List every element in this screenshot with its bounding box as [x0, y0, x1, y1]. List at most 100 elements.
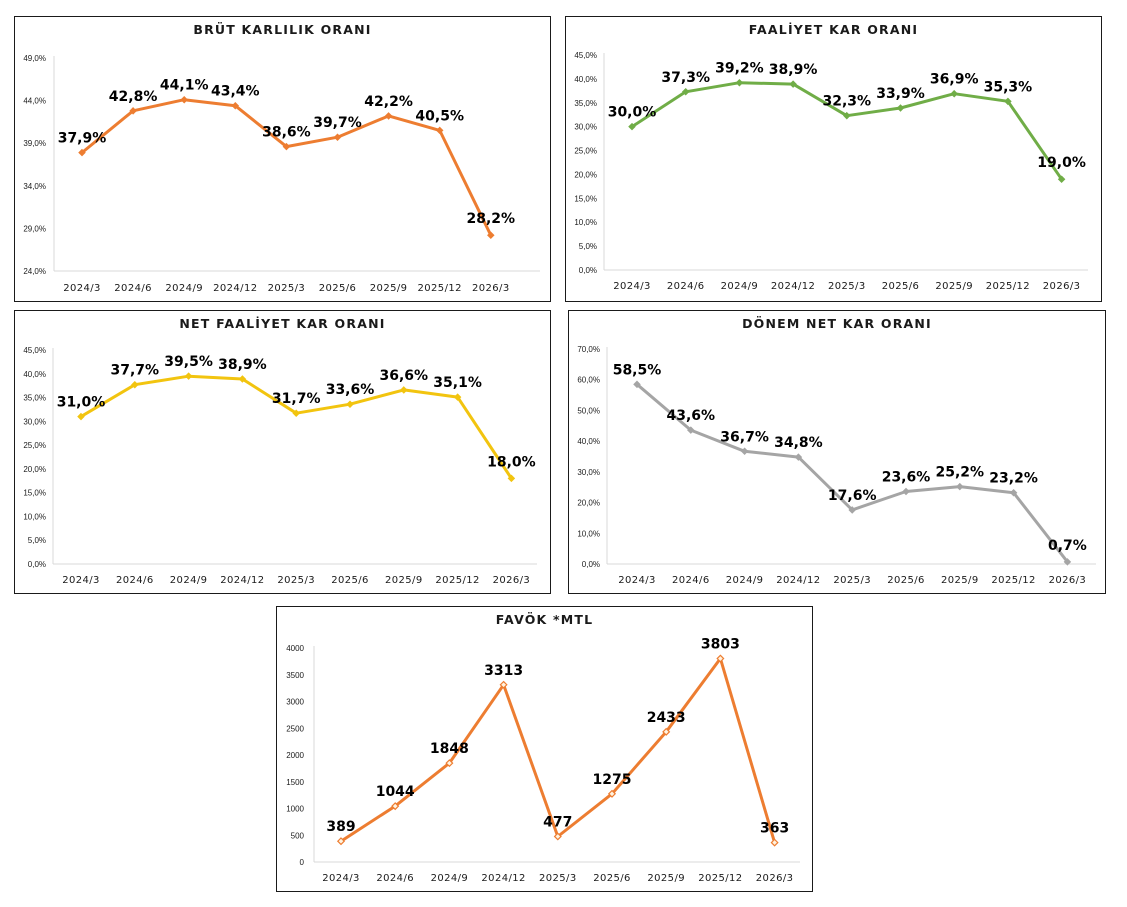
gross-margin-data-label: 28,2% — [467, 211, 516, 227]
gross-margin-data-label: 44,1% — [160, 78, 209, 94]
gross-margin-data-point — [231, 101, 240, 110]
net-profit-margin-data-label: 34,8% — [774, 435, 823, 451]
net-operating-margin-chart-title: NET FAALİYET KAR ORANI — [179, 316, 385, 331]
operating-margin-data-point — [681, 88, 690, 96]
net-operating-margin-y-tick-label: 5,0% — [28, 536, 46, 545]
net-operating-margin-x-tick-label: 2024/9 — [170, 575, 208, 586]
operating-margin-data-label: 36,9% — [930, 72, 979, 88]
operating-margin-x-tick-label: 2025/12 — [986, 281, 1030, 292]
net-profit-margin-x-tick-label: 2024/3 — [618, 575, 656, 586]
net-operating-margin-data-point — [346, 400, 354, 408]
net-profit-margin-y-tick-label: 0,0% — [582, 560, 600, 569]
ebitda-y-tick-label: 2500 — [286, 724, 304, 733]
net-profit-margin-data-point — [794, 453, 803, 461]
gross-margin-data-point — [384, 112, 393, 120]
net-operating-margin-x-tick-label: 2026/3 — [493, 575, 531, 586]
operating-margin-y-tick-label: 45,0% — [574, 51, 597, 60]
gross-margin-chart-title: BRÜT KARLILIK ORANI — [193, 22, 371, 37]
net-operating-margin-svg: NET FAALİYET KAR ORANI 0,0% 5,0% 10,0% 15,0%… — [23, 316, 537, 586]
gross-margin-y-tick-label: 39,0% — [23, 139, 46, 148]
operating-margin-data-point — [896, 104, 905, 112]
net-operating-margin-data-label: 33,6% — [326, 382, 375, 398]
net-operating-margin-data-point — [453, 393, 462, 401]
operating-margin-data-label: 37,3% — [661, 70, 710, 86]
gross-margin-data-label: 42,8% — [109, 89, 158, 105]
operating-margin-x-tick-label: 2025/3 — [828, 281, 866, 292]
ebitda-data-label: 363 — [760, 821, 789, 837]
ebitda-x-tick-label: 2025/6 — [593, 873, 631, 884]
net-operating-margin-y-tick-label: 35,0% — [23, 394, 46, 403]
operating-margin-data-label: 19,0% — [1037, 155, 1086, 171]
operating-margin-svg: FAALİYET KAR ORANI 0,0% 5,0% 10,0% 15,0% 20,0… — [574, 22, 1088, 292]
net-operating-margin-data-label: 31,0% — [57, 395, 106, 411]
gross-margin-y-tick-label: 24,0% — [23, 267, 46, 276]
operating-margin-data-point — [789, 80, 797, 88]
ebitda-x-tick-label: 2026/3 — [756, 873, 794, 884]
net-operating-margin-x-tick-label: 2025/3 — [277, 575, 315, 586]
operating-margin-data-label: 30,0% — [608, 105, 657, 121]
operating-margin-x-tick-label: 2024/3 — [613, 281, 651, 292]
operating-margin-x-tick-label: 2025/9 — [935, 281, 973, 292]
net-profit-margin-y-tick-label: 70,0% — [577, 345, 600, 354]
net-profit-margin-data-label: 23,6% — [882, 470, 931, 486]
gross-margin-data-point — [435, 126, 444, 135]
net-profit-margin-data-point — [1009, 488, 1018, 497]
ebitda-data-label: 1275 — [593, 772, 632, 788]
gross-margin-x-tick-label: 2026/3 — [472, 283, 510, 294]
net-operating-margin-data-point — [292, 409, 300, 418]
gross-margin-data-point — [333, 133, 342, 142]
net-operating-margin-y-tick-label: 0,0% — [28, 560, 46, 569]
ebitda-data-point — [716, 654, 725, 663]
net-operating-margin-x-tick-label: 2024/6 — [116, 575, 154, 586]
net-operating-margin-data-label: 18,0% — [487, 454, 536, 470]
ebitda-y-tick-label: 1500 — [286, 778, 304, 787]
operating-margin-y-tick-label: 25,0% — [574, 147, 597, 156]
operating-margin-y-tick-label: 30,0% — [574, 123, 597, 132]
net-profit-margin-data-label: 23,2% — [989, 471, 1038, 487]
ebitda-data-point — [499, 680, 508, 689]
operating-margin-x-tick-label: 2026/3 — [1043, 281, 1081, 292]
ebitda-chart-title: FAVÖK *MTL — [496, 612, 594, 627]
net-profit-margin-data-point — [740, 447, 749, 456]
ebitda-x-tick-label: 2024/9 — [431, 873, 469, 884]
operating-margin-chart-title: FAALİYET KAR ORANI — [749, 22, 919, 37]
ebitda-data-label: 1848 — [430, 741, 469, 757]
net-operating-margin-x-tick-label: 2024/3 — [62, 575, 100, 586]
net-profit-margin-x-tick-label: 2025/3 — [833, 575, 871, 586]
net-profit-margin-chart-title: DÖNEM NET KAR ORANI — [742, 316, 932, 331]
gross-margin-data-point — [129, 107, 137, 115]
net-profit-margin-data-point — [687, 426, 695, 434]
net-profit-margin-data-point — [1063, 558, 1072, 566]
operating-margin-y-tick-label: 15,0% — [574, 194, 597, 203]
net-profit-margin-data-point — [633, 380, 641, 389]
net-operating-margin-x-tick-label: 2025/9 — [385, 575, 423, 586]
net-operating-margin-y-tick-label: 20,0% — [23, 465, 46, 474]
ebitda-y-tick-label: 3000 — [286, 698, 304, 707]
operating-margin-x-tick-label: 2025/6 — [882, 281, 920, 292]
net-profit-margin-data-label: 36,7% — [720, 429, 769, 445]
operating-margin-data-label: 32,3% — [823, 94, 872, 110]
net-operating-margin-data-point — [238, 375, 247, 383]
net-profit-margin-data-point — [956, 482, 964, 491]
net-profit-margin-data-label: 0,7% — [1048, 538, 1087, 554]
net-operating-margin-data-point — [507, 474, 516, 483]
gross-margin-svg: BRÜT KARLILIK ORANI 24,0% 29,0% 34,0% 39,0% 4… — [23, 22, 540, 294]
net-profit-margin-data-point — [848, 506, 856, 514]
net-profit-margin-svg: DÖNEM NET KAR ORANI 0,0% 10,0% 20,0% 30,0% 40… — [577, 316, 1096, 586]
net-profit-margin-data-label: 43,6% — [667, 408, 716, 424]
gross-margin-data-point — [487, 231, 495, 239]
ebitda-y-tick-label: 1000 — [286, 805, 304, 814]
net-operating-margin-data-label: 35,1% — [433, 375, 482, 391]
net-profit-margin-x-tick-label: 2025/9 — [941, 575, 979, 586]
ebitda-svg: FAVÖK *MTL 0 500 1000 1500 2000 2500 3000 3500 40… — [286, 612, 800, 884]
net-operating-margin-data-label: 37,7% — [111, 363, 160, 379]
operating-margin-y-tick-label: 40,0% — [574, 75, 597, 84]
ebitda-data-point — [445, 759, 454, 768]
net-profit-margin-x-tick-label: 2024/12 — [776, 575, 820, 586]
net-profit-margin-data-label: 17,6% — [828, 488, 877, 504]
ebitda-x-tick-label: 2025/12 — [698, 873, 742, 884]
gross-margin-data-label: 39,7% — [313, 115, 362, 131]
net-operating-margin-data-point — [77, 412, 85, 421]
net-profit-margin-x-tick-label: 2026/3 — [1049, 575, 1087, 586]
operating-margin-x-tick-label: 2024/9 — [721, 281, 759, 292]
